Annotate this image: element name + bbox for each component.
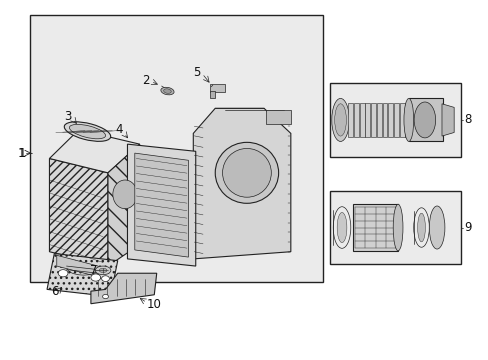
Bar bbox=[210, 91, 215, 98]
Ellipse shape bbox=[215, 142, 278, 203]
Ellipse shape bbox=[413, 102, 435, 138]
Ellipse shape bbox=[99, 268, 107, 273]
Ellipse shape bbox=[331, 98, 348, 141]
Text: 7: 7 bbox=[90, 264, 97, 277]
Ellipse shape bbox=[64, 122, 110, 141]
Ellipse shape bbox=[113, 180, 137, 209]
Ellipse shape bbox=[336, 212, 346, 243]
Ellipse shape bbox=[69, 124, 105, 139]
Text: 4: 4 bbox=[115, 123, 122, 136]
Polygon shape bbox=[108, 144, 140, 266]
Ellipse shape bbox=[403, 98, 413, 141]
Ellipse shape bbox=[161, 87, 174, 95]
Bar bbox=[399, 103, 404, 137]
Text: 1: 1 bbox=[18, 147, 25, 159]
Ellipse shape bbox=[417, 213, 425, 242]
Text: 5: 5 bbox=[193, 66, 200, 79]
Text: 1: 1 bbox=[19, 147, 26, 159]
Bar bbox=[347, 103, 352, 137]
Text: 3: 3 bbox=[64, 110, 71, 123]
Ellipse shape bbox=[334, 104, 346, 136]
Bar bbox=[329, 191, 461, 264]
Polygon shape bbox=[441, 104, 453, 136]
Text: 6: 6 bbox=[51, 285, 58, 298]
Bar bbox=[353, 103, 358, 137]
Ellipse shape bbox=[95, 266, 111, 275]
Ellipse shape bbox=[163, 89, 171, 93]
Bar bbox=[352, 204, 397, 251]
Polygon shape bbox=[57, 255, 98, 277]
Bar bbox=[382, 103, 386, 137]
Bar bbox=[405, 103, 409, 137]
Text: 10: 10 bbox=[147, 298, 162, 311]
Polygon shape bbox=[47, 253, 118, 297]
Polygon shape bbox=[49, 158, 108, 266]
Bar bbox=[30, 15, 322, 282]
Bar bbox=[370, 103, 375, 137]
Ellipse shape bbox=[102, 276, 109, 282]
Polygon shape bbox=[193, 108, 290, 259]
Ellipse shape bbox=[58, 270, 68, 277]
Text: 8: 8 bbox=[463, 113, 470, 126]
Bar bbox=[210, 84, 224, 92]
Ellipse shape bbox=[428, 206, 444, 249]
Ellipse shape bbox=[102, 294, 108, 299]
Bar bbox=[365, 103, 369, 137]
Text: 2: 2 bbox=[142, 74, 149, 87]
Text: 9: 9 bbox=[463, 221, 470, 234]
Bar bbox=[376, 103, 381, 137]
Bar bbox=[359, 103, 364, 137]
Polygon shape bbox=[127, 144, 195, 266]
Polygon shape bbox=[91, 273, 157, 304]
Bar bbox=[393, 103, 398, 137]
Ellipse shape bbox=[392, 204, 402, 251]
Ellipse shape bbox=[222, 148, 271, 197]
Bar bbox=[408, 98, 442, 141]
Bar bbox=[266, 110, 290, 125]
Polygon shape bbox=[49, 130, 140, 173]
Bar bbox=[329, 83, 461, 157]
Bar bbox=[387, 103, 392, 137]
Ellipse shape bbox=[91, 274, 101, 281]
Polygon shape bbox=[135, 153, 188, 257]
